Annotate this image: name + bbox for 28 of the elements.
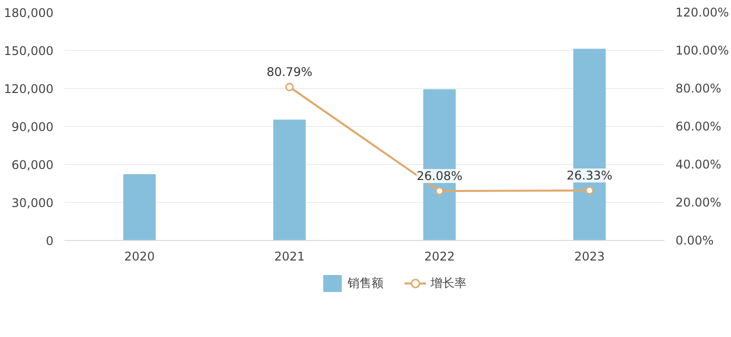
y-tick-label: 60,000 [12, 158, 54, 172]
y2-tick-label: 80.00% [676, 82, 722, 96]
y2-tick-label: 60.00% [676, 120, 722, 134]
y-tick-label: 180,000 [4, 6, 54, 20]
bar [123, 174, 156, 240]
point [435, 186, 444, 196]
y2-tick-label: 0.00% [676, 234, 714, 248]
y-tick-label: 120,000 [4, 82, 54, 96]
x-tick-label: 2021 [274, 250, 305, 264]
point [285, 82, 294, 92]
y-tick-label: 90,000 [12, 120, 54, 134]
data-label: 26.33% [566, 168, 612, 182]
y2-tick-label: 40.00% [676, 158, 722, 172]
point [585, 186, 594, 195]
y2-tick-label: 20.00% [676, 196, 722, 210]
legend-label: 销售额 [348, 274, 384, 292]
y2-tick-label: 100.00% [676, 44, 729, 58]
y-tick-label: 30,000 [12, 196, 54, 210]
x-tick-label: 2020 [124, 250, 155, 264]
y-tick-label: 150,000 [4, 44, 54, 58]
y2-tick-label: 120.00% [676, 6, 729, 20]
legend-label: 增长率 [430, 274, 466, 292]
data-label: 26.08% [416, 168, 462, 183]
data-label: 80.79% [266, 65, 312, 79]
bar [273, 120, 306, 240]
y-tick-label: 0 [46, 234, 54, 248]
x-tick-label: 2022 [424, 250, 455, 264]
x-tick-label: 2023 [574, 250, 605, 264]
